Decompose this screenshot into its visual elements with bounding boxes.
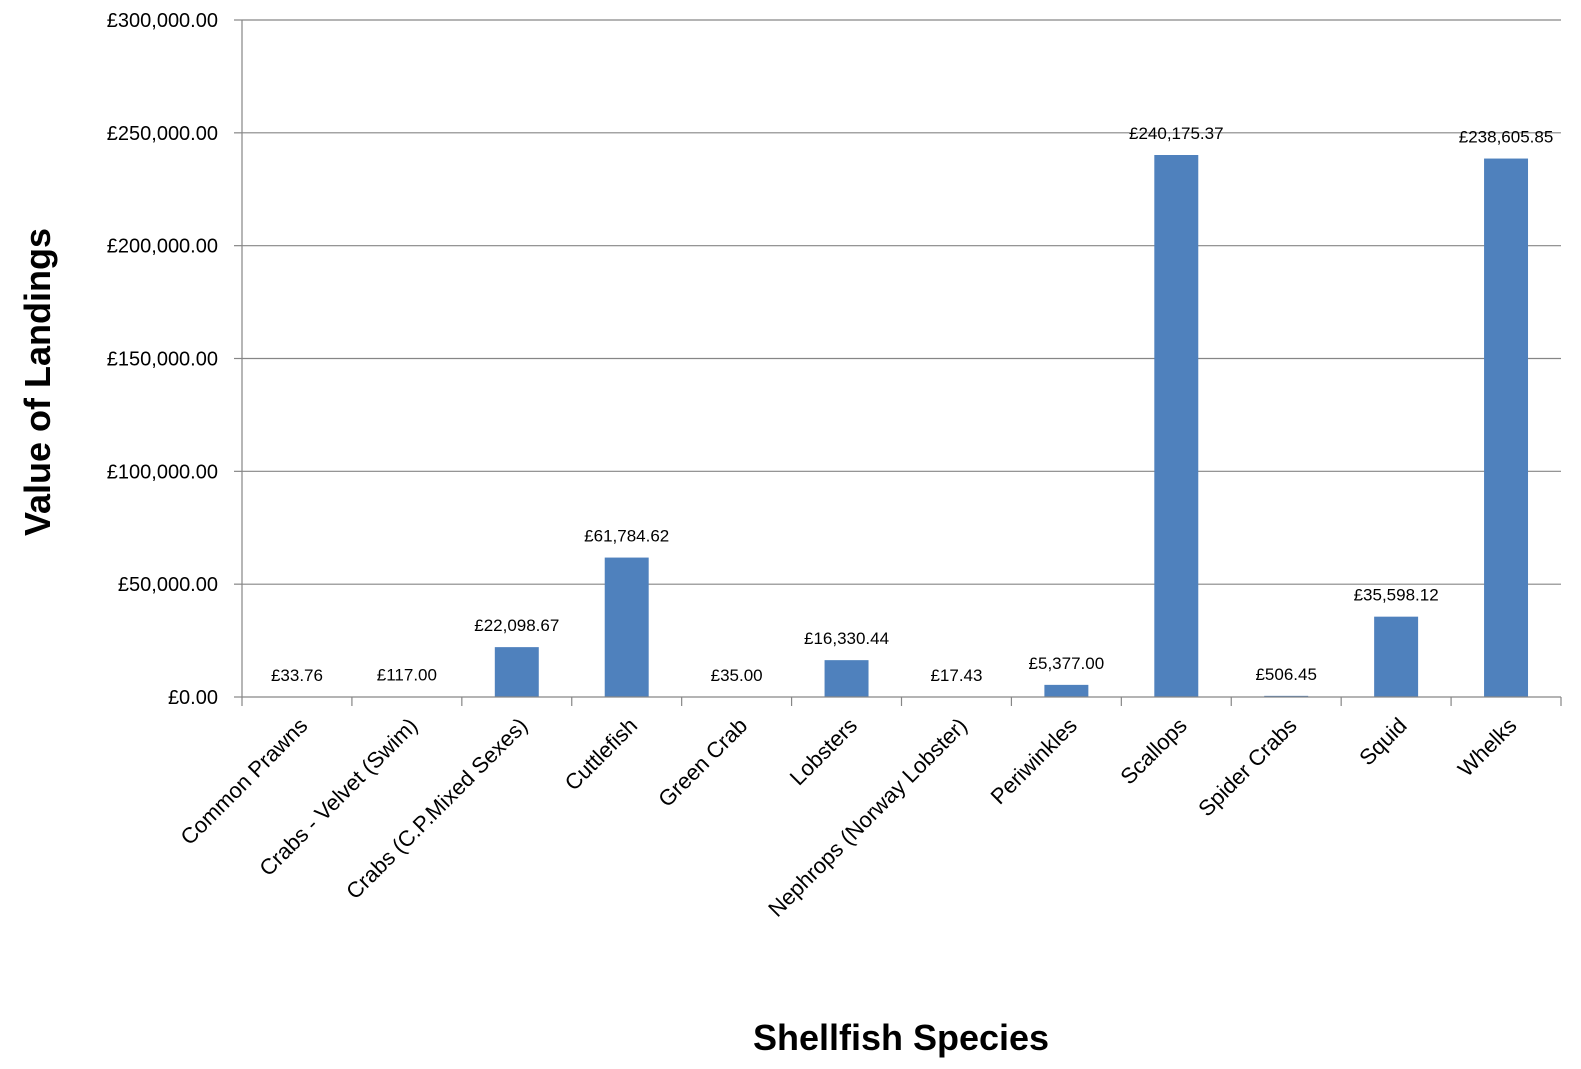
bars [494, 155, 1529, 697]
x-tick-label: Nephrops (Norway Lobster) [763, 713, 972, 922]
bar [1374, 616, 1419, 697]
x-tick-label: Spider Crabs [1193, 713, 1301, 821]
y-tick-label: £200,000.00 [107, 236, 218, 258]
x-tick-label: Cuttlefish [560, 713, 643, 796]
data-label: £33.76 [271, 666, 323, 685]
data-label: £22,098.67 [474, 616, 559, 635]
data-label: £240,175.37 [1129, 124, 1224, 143]
y-tick-label: £150,000.00 [107, 349, 218, 371]
data-label: £61,784.62 [584, 527, 669, 546]
y-tick-label: £300,000.00 [107, 10, 218, 32]
data-label: £5,377.00 [1029, 654, 1105, 673]
x-tick-label: Green Crab [653, 713, 752, 812]
x-tick-label: Scallops [1115, 713, 1191, 789]
y-tick-label: £100,000.00 [107, 461, 218, 483]
bar [1484, 158, 1529, 697]
data-label: £35,598.12 [1354, 586, 1439, 605]
data-label: £35.00 [711, 666, 763, 685]
x-axis-title: Shellfish Species [753, 1017, 1049, 1058]
bar [824, 660, 869, 697]
x-tick-label: Squid [1354, 713, 1411, 770]
x-tick-label: Whelks [1453, 713, 1522, 782]
bar [604, 557, 649, 697]
data-labels: £33.76 £117.00 £22,098.67 £61,784.62 £35.00 £… [271, 124, 1553, 685]
y-tick-label: £250,000.00 [107, 123, 218, 145]
y-axis-ticks: £0.00 £50,000.00 £100,000.00 £150,000.00 £20… [107, 10, 242, 709]
bar [1154, 155, 1199, 697]
data-label: £16,330.44 [804, 629, 889, 648]
gridlines [242, 19, 1561, 585]
y-axis-title: Value of Landings [17, 228, 58, 536]
data-label: £506.45 [1255, 665, 1316, 684]
x-tick-label: Lobsters [785, 713, 862, 790]
data-label: £238,605.85 [1459, 128, 1554, 147]
y-tick-label: £50,000.00 [118, 574, 218, 596]
x-tick-label: Periwinkles [986, 713, 1082, 809]
data-label: £117.00 [377, 666, 437, 685]
data-label: £17.43 [930, 666, 982, 685]
bar [494, 647, 539, 697]
x-axis [241, 20, 1562, 706]
bar [1044, 684, 1089, 697]
x-tick-label: Crabs (C.P.Mixed Sexes) [341, 713, 532, 904]
y-tick-label: £0.00 [168, 687, 218, 709]
